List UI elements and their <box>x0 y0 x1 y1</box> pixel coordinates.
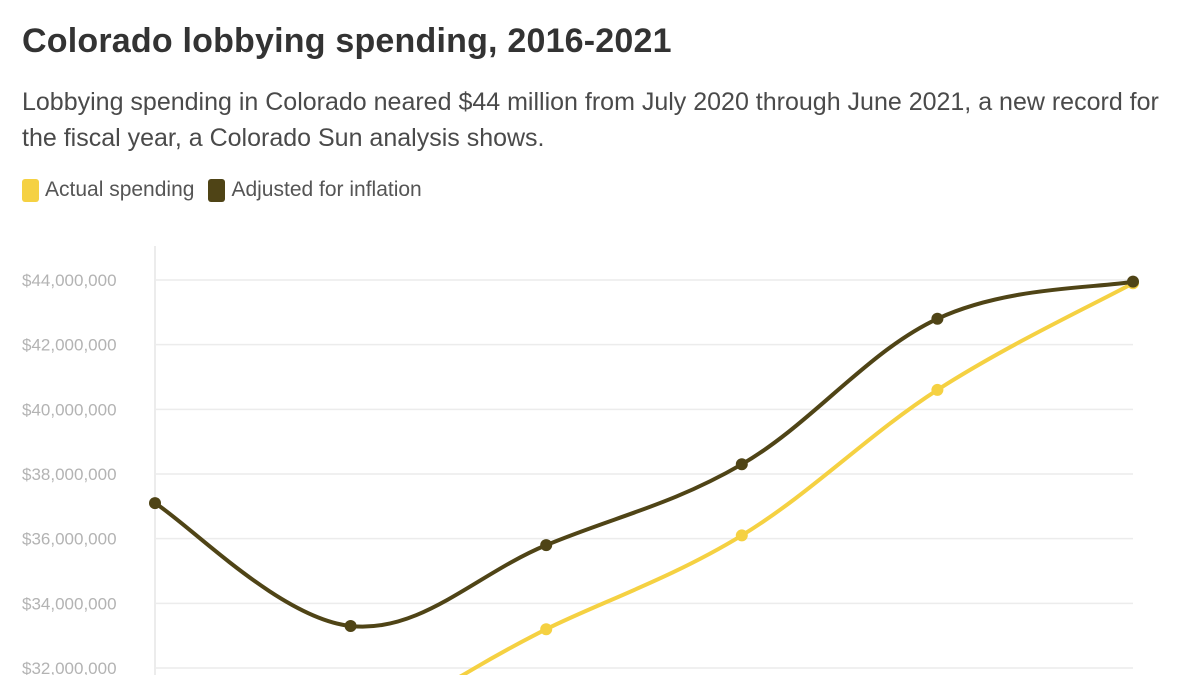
legend-item-actual[interactable]: Actual spending <box>22 178 194 202</box>
data-point-actual[interactable] <box>540 623 553 636</box>
y-tick-label: $42,000,000 <box>22 336 117 355</box>
y-tick-label: $36,000,000 <box>22 530 117 549</box>
y-tick-label: $32,000,000 <box>22 659 117 675</box>
data-point-adjusted[interactable] <box>1127 275 1139 288</box>
chart-title: Colorado lobbying spending, 2016-2021 <box>22 22 672 60</box>
data-point-adjusted[interactable] <box>931 312 944 325</box>
y-axis-ticks: $32,000,000 $34,000,000 $36,000,000 $38,000… <box>22 271 117 675</box>
y-tick-label: $38,000,000 <box>22 465 117 484</box>
data-point-adjusted[interactable] <box>344 619 357 632</box>
legend-swatch-adjusted <box>208 178 226 202</box>
series-lines <box>149 275 1139 675</box>
y-tick-label: $44,000,000 <box>22 271 117 290</box>
data-point-actual[interactable] <box>931 383 944 396</box>
series-line-actual <box>458 281 1135 675</box>
y-tick-label: $40,000,000 <box>22 400 117 419</box>
legend-swatch-actual <box>22 178 39 202</box>
data-point-adjusted[interactable] <box>540 539 553 552</box>
legend-item-adjusted[interactable]: Adjusted for inflation <box>208 178 422 202</box>
grid-lines <box>154 246 1133 675</box>
chart-subtitle: Lobbying spending in Colorado neared $44… <box>22 88 1159 152</box>
legend-label-actual: Actual spending <box>45 178 195 201</box>
y-tick-label: $34,000,000 <box>22 594 117 613</box>
data-point-adjusted[interactable] <box>735 458 748 471</box>
series-line-adjusted <box>153 279 1135 629</box>
legend-label-adjusted: Adjusted for inflation <box>231 178 422 201</box>
data-point-actual[interactable] <box>735 529 748 542</box>
data-point-adjusted[interactable] <box>149 497 161 510</box>
chart-legend: Actual spending Adjusted for inflation <box>22 178 422 202</box>
